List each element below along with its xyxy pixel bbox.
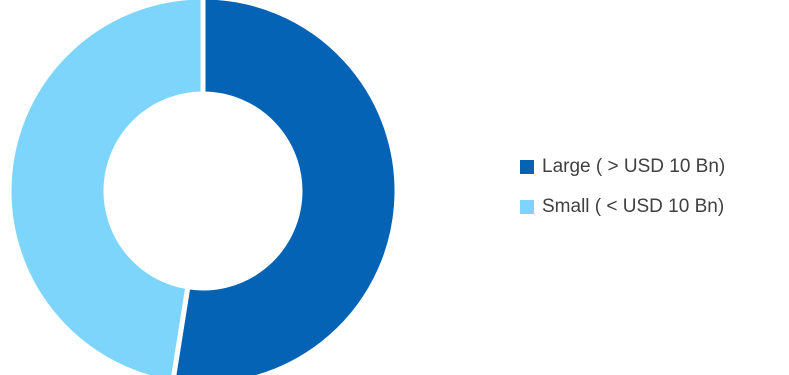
donut-plot bbox=[6, 0, 400, 375]
legend: Large ( > USD 10 Bn) Small ( < USD 10 Bn… bbox=[520, 156, 785, 236]
donut-slice-0 bbox=[171, 0, 400, 375]
legend-swatch-small bbox=[520, 200, 534, 214]
legend-swatch-large bbox=[520, 160, 534, 174]
legend-item-small: Small ( < USD 10 Bn) bbox=[520, 196, 785, 218]
legend-label-large: Large ( > USD 10 Bn) bbox=[542, 156, 726, 177]
donut-slice-1 bbox=[6, 0, 206, 375]
legend-label-small: Small ( < USD 10 Bn) bbox=[542, 196, 725, 217]
legend-item-large: Large ( > USD 10 Bn) bbox=[520, 156, 785, 178]
